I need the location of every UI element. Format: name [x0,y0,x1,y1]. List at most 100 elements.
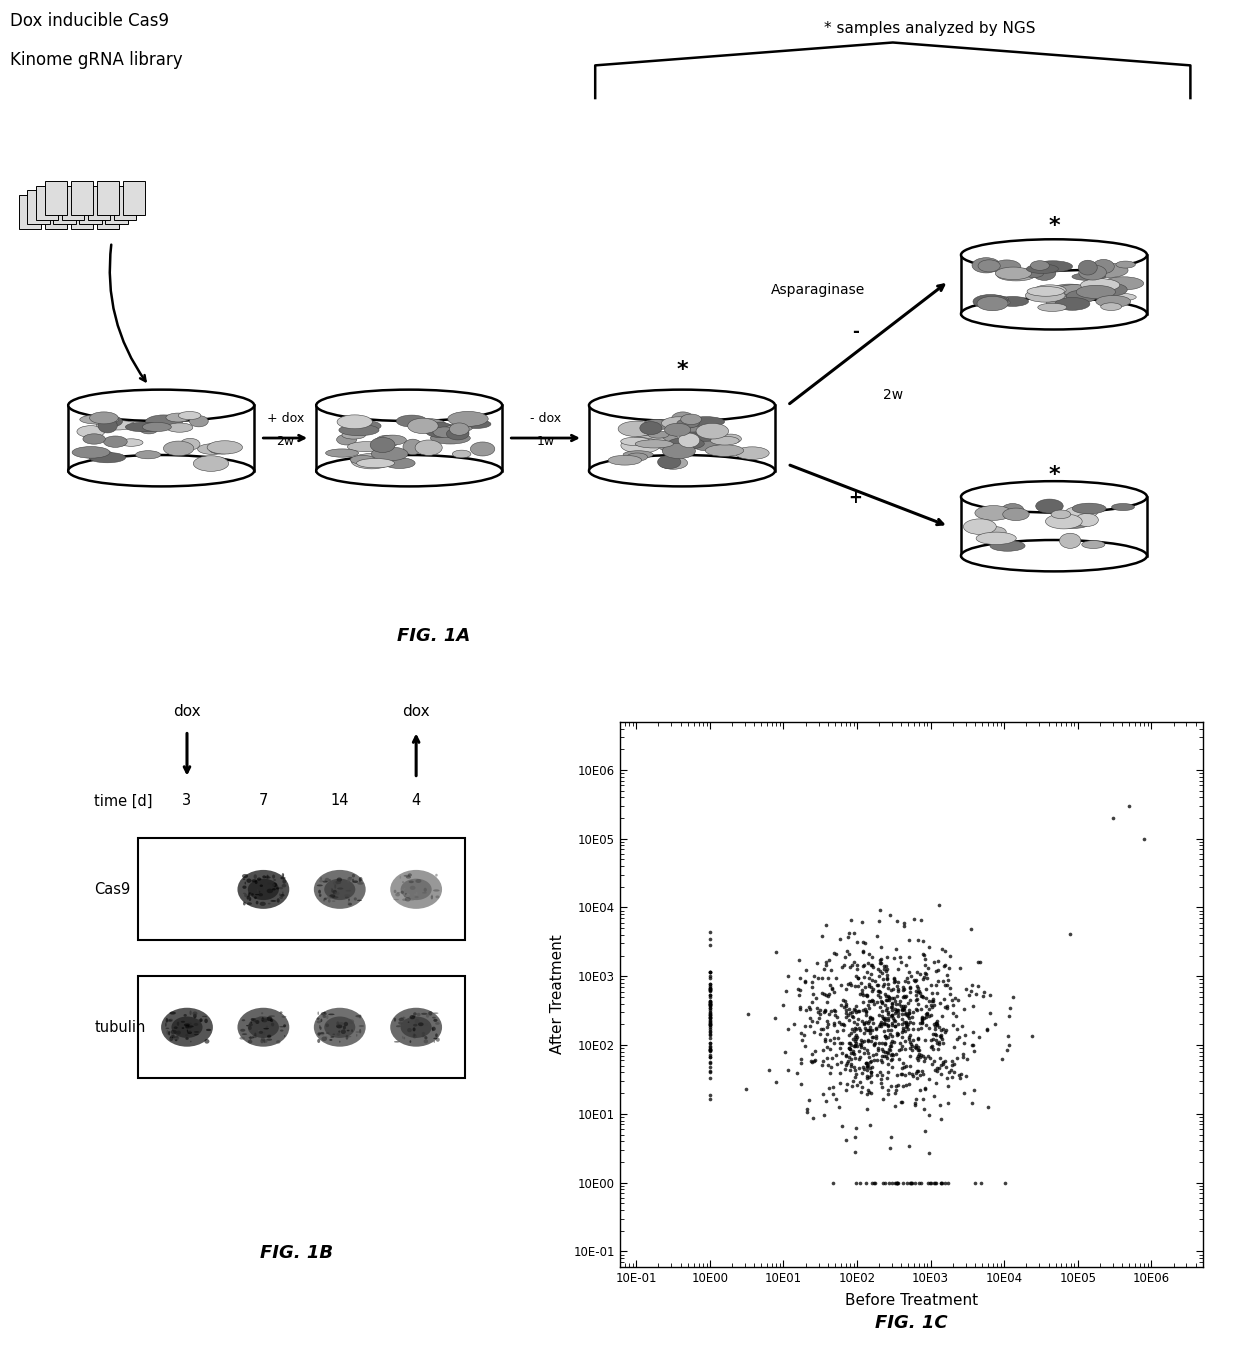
Point [873,1041,893,1062]
Ellipse shape [79,414,119,424]
Point [795,1015,815,1036]
Ellipse shape [248,1026,252,1030]
Ellipse shape [197,444,228,455]
Ellipse shape [413,1034,417,1038]
Ellipse shape [267,1016,273,1022]
Point [701,993,720,1015]
Ellipse shape [348,877,352,878]
Point [790,979,810,1001]
Point [847,1117,867,1139]
Ellipse shape [1027,264,1059,274]
Ellipse shape [200,1019,202,1022]
Ellipse shape [1052,509,1071,519]
Ellipse shape [185,1038,188,1039]
Ellipse shape [193,1034,198,1035]
Point [895,970,915,992]
Ellipse shape [326,449,358,458]
Point [888,1064,908,1086]
Point [885,1171,905,1193]
Point [862,1030,882,1051]
Point [952,1046,972,1068]
Point [813,1105,833,1126]
Ellipse shape [423,1035,425,1036]
Point [880,1075,900,1096]
Point [903,1028,923,1050]
Ellipse shape [98,418,118,433]
Point [894,1011,914,1032]
Ellipse shape [164,441,193,456]
Point [889,1039,909,1061]
Point [887,1171,906,1193]
Ellipse shape [403,439,423,455]
Point [836,1129,856,1151]
Ellipse shape [206,1028,211,1031]
Point [701,978,720,1000]
Ellipse shape [250,1017,254,1020]
Point [854,1036,874,1058]
Point [893,1171,913,1193]
Point [910,1012,930,1034]
Point [945,986,965,1008]
Point [882,1047,901,1069]
Point [924,1171,944,1193]
Ellipse shape [254,896,257,899]
Ellipse shape [665,424,691,436]
Point [957,1049,977,1071]
Point [877,985,897,1007]
Point [909,1043,929,1065]
Point [796,959,816,981]
Point [961,918,981,940]
Point [701,993,720,1015]
Ellipse shape [357,900,362,902]
Point [892,1057,911,1079]
Point [846,1035,866,1057]
Point [884,967,904,989]
Point [861,1051,880,1073]
Ellipse shape [433,1027,434,1031]
Point [859,975,879,997]
Point [849,1041,869,1062]
Point [836,1007,856,1028]
Point [875,955,895,977]
Point [815,1028,835,1050]
Ellipse shape [345,895,350,898]
Point [875,1009,895,1031]
Point [897,1016,916,1038]
Ellipse shape [360,1028,361,1034]
Point [878,989,898,1011]
Point [954,1081,973,1103]
Point [866,1027,885,1049]
Point [817,1054,837,1076]
Ellipse shape [1075,513,1099,527]
Ellipse shape [345,896,348,899]
Ellipse shape [358,877,361,883]
Point [856,1053,875,1075]
Point [894,915,914,937]
Point [701,1057,720,1079]
Ellipse shape [273,878,277,881]
Point [897,1012,916,1034]
Point [848,975,868,997]
Point [701,1005,720,1027]
Ellipse shape [688,417,724,426]
Text: * samples analyzed by NGS: * samples analyzed by NGS [825,20,1035,35]
Point [908,1028,928,1050]
Point [875,960,895,982]
Ellipse shape [205,1039,210,1043]
Ellipse shape [433,426,456,437]
Bar [45,181,67,215]
Ellipse shape [1066,290,1097,302]
Point [856,977,875,998]
Point [906,970,926,992]
Ellipse shape [990,298,1011,306]
Point [931,1109,951,1130]
Point [795,970,815,992]
Point [701,1039,720,1061]
Point [808,1001,828,1023]
Ellipse shape [320,1027,321,1030]
Ellipse shape [428,1011,433,1016]
Point [931,1024,951,1046]
Point [821,1056,841,1077]
Ellipse shape [324,1012,326,1013]
Point [892,996,911,1017]
